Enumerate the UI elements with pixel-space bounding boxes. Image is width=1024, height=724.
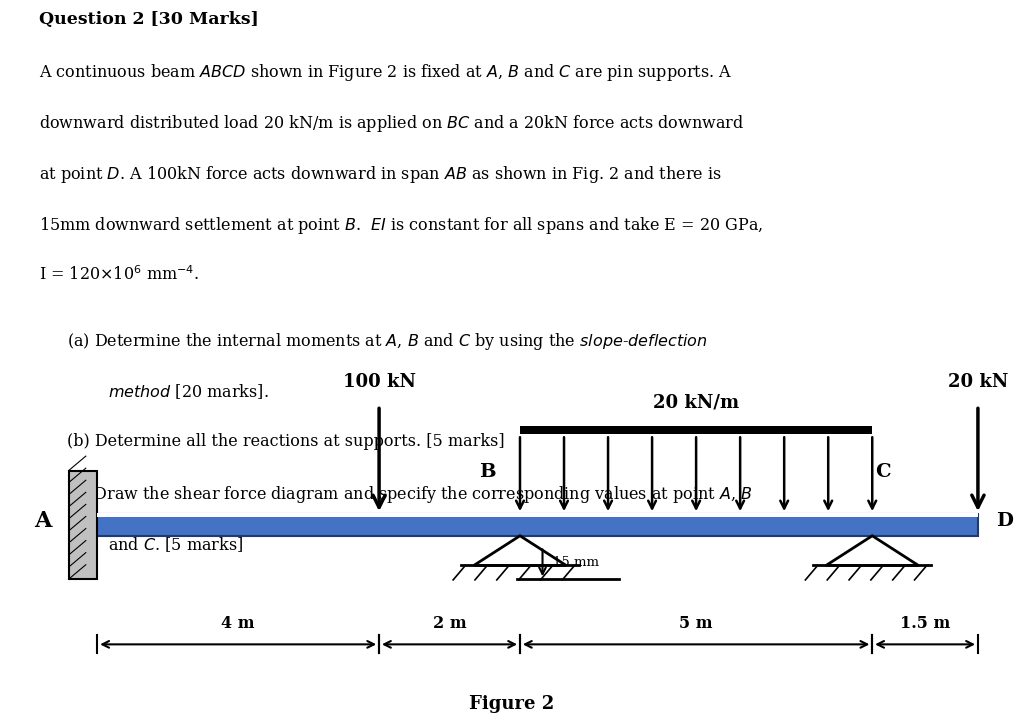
Text: 1.5 m: 1.5 m [900,615,950,631]
Bar [97,514,978,536]
Text: (a) Determine the internal moments at $\it{A}$, $\it{B}$ and $\it{C}$ by using t: (a) Determine the internal moments at $\… [67,332,708,353]
Text: I = 120$\times$10$^6$ mm$^{-4}$.: I = 120$\times$10$^6$ mm$^{-4}$. [39,266,199,284]
Text: C: C [874,463,890,481]
Bar [97,513,978,517]
Text: (c) Draw the shear force diagram and specify the corresponding values at point $: (c) Draw the shear force diagram and spe… [67,484,752,505]
Text: (b) Determine all the reactions at supports. [5 marks]: (b) Determine all the reactions at suppo… [67,433,504,450]
Text: 20 kN: 20 kN [948,373,1008,391]
Text: D: D [996,513,1014,530]
Text: A continuous beam $\it{ABCD}$ shown in Figure 2 is fixed at $\it{A}$, $\it{B}$ a: A continuous beam $\it{ABCD}$ shown in F… [39,62,732,83]
Text: 15mm downward settlement at point $\it{B}$.  $\it{EI}$ is constant for all spans: 15mm downward settlement at point $\it{B… [39,214,763,235]
Text: Figure 2: Figure 2 [469,695,555,713]
Text: $\it{method}$ [20 marks].: $\it{method}$ [20 marks]. [108,382,268,401]
Text: at point $\it{D}$. A 100kN force acts downward in span $\it{AB}$ as shown in Fig: at point $\it{D}$. A 100kN force acts do… [39,164,722,185]
Text: 2 m: 2 m [433,615,466,631]
Polygon shape [474,536,566,565]
Polygon shape [826,536,919,565]
Text: downward distributed load 20 kN/m is applied on $\it{BC}$ and a 20kN force acts : downward distributed load 20 kN/m is app… [39,113,744,134]
Text: 100 kN: 100 kN [343,373,416,391]
Bar [520,426,872,434]
Bar [69,471,97,579]
Text: and $\it{C}$. [5 marks]: and $\it{C}$. [5 marks] [108,535,243,554]
Text: 15 mm: 15 mm [553,557,599,569]
Text: A: A [35,510,51,532]
Text: Question 2 [30 Marks]: Question 2 [30 Marks] [39,12,259,28]
Text: 4 m: 4 m [221,615,255,631]
Text: 5 m: 5 m [679,615,713,631]
Text: 20 kN/m: 20 kN/m [653,394,739,412]
Text: B: B [479,463,496,481]
